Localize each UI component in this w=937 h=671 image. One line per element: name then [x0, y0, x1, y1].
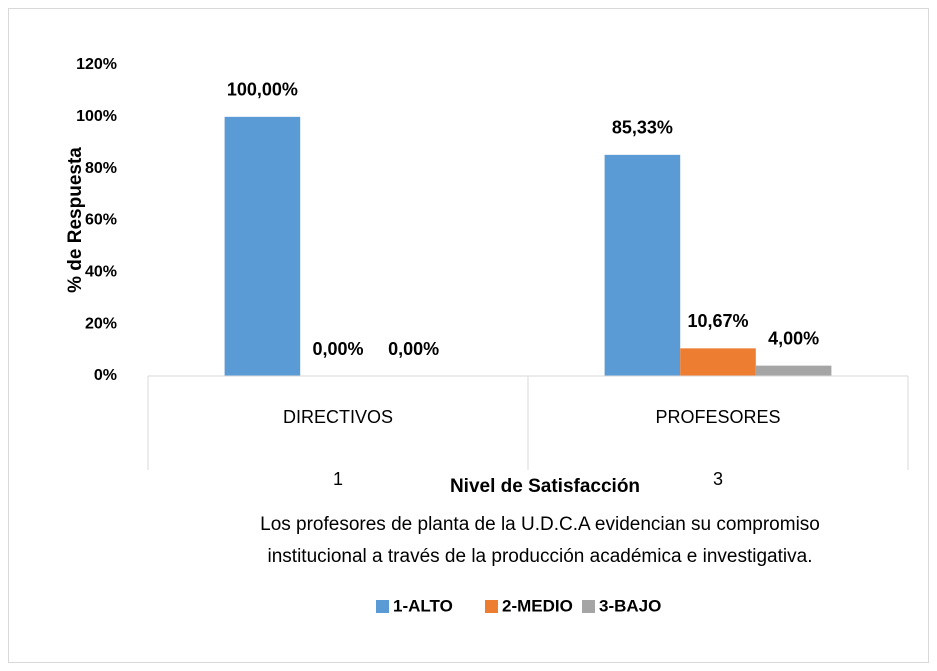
- data-label: 85,33%: [612, 118, 673, 138]
- x-tick-label: DIRECTIVOS: [283, 407, 393, 427]
- y-tick-label: 20%: [85, 315, 117, 332]
- x-tick-label: PROFESORES: [655, 407, 780, 427]
- bar: [755, 365, 832, 376]
- y-tick-label: 40%: [85, 264, 117, 281]
- data-label: 0,00%: [312, 339, 363, 359]
- y-axis-title: % de Respuesta: [65, 147, 86, 293]
- data-label: 4,00%: [768, 328, 819, 348]
- y-tick-label: 0%: [94, 367, 117, 384]
- x-axis-title: Nivel de Satisfacción: [450, 476, 640, 497]
- data-label: 100,00%: [227, 80, 298, 100]
- legend-label: 2-MEDIO: [502, 596, 573, 615]
- legend-swatch: [485, 600, 498, 613]
- legend-swatch: [582, 600, 595, 613]
- x-tick-code: 1: [333, 469, 343, 489]
- data-label: 10,67%: [687, 311, 748, 331]
- bar: [224, 116, 301, 376]
- bar: [604, 154, 681, 376]
- caption: Los profesores de planta de la U.D.C.A e…: [260, 514, 820, 535]
- y-tick-label: 120%: [76, 56, 117, 73]
- data-label: 0,00%: [388, 339, 439, 359]
- y-tick-label: 60%: [85, 212, 117, 229]
- y-tick-label: 100%: [76, 108, 117, 125]
- x-tick-code: 3: [713, 469, 723, 489]
- legend-label: 1-ALTO: [393, 596, 453, 615]
- bar: [680, 348, 756, 376]
- caption: institucional a través de la producción …: [268, 546, 813, 567]
- chart-border: [8, 8, 929, 663]
- legend-swatch: [376, 600, 389, 613]
- y-tick-label: 80%: [85, 160, 117, 177]
- legend-label: 3-BAJO: [599, 596, 661, 615]
